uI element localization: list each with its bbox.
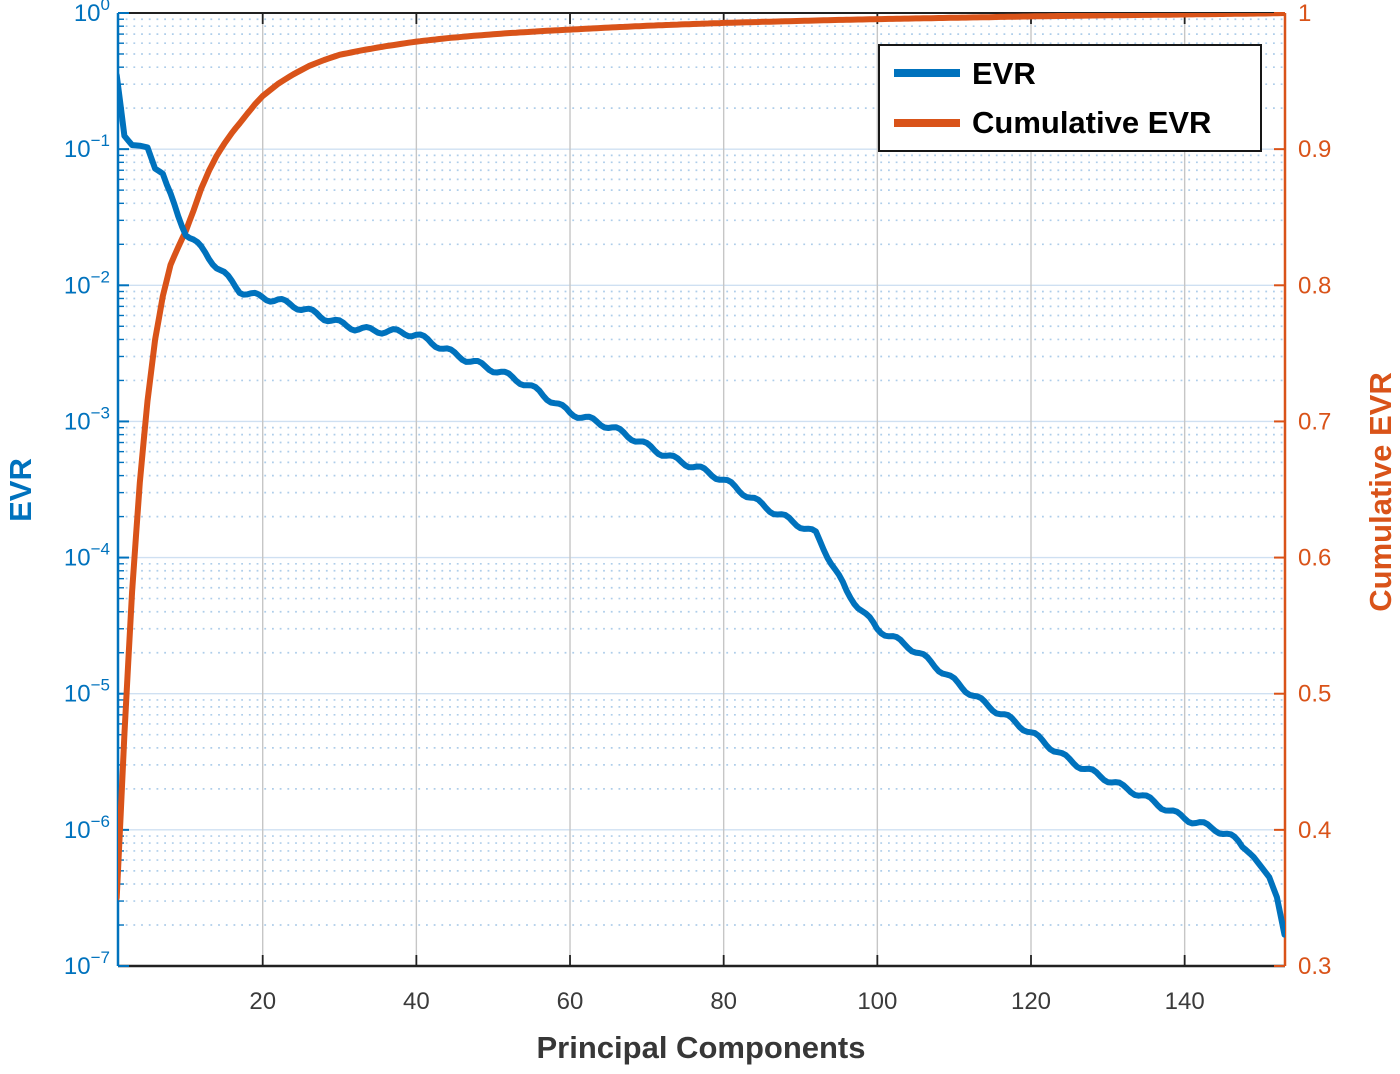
right-tick-label: 0.9 bbox=[1298, 136, 1331, 163]
left-y-axis-label: EVR bbox=[3, 458, 38, 522]
x-tick-label: 140 bbox=[1165, 988, 1205, 1015]
right-tick-label: 0.5 bbox=[1298, 681, 1331, 708]
legend-entry-evr: EVR bbox=[880, 51, 1260, 95]
right-tick-label: 0.8 bbox=[1298, 272, 1331, 299]
right-tick-label: 0.6 bbox=[1298, 545, 1331, 572]
x-tick-label: 80 bbox=[710, 988, 737, 1015]
x-axis-label: Principal Components bbox=[536, 1030, 866, 1065]
left-tick-label: 10−4 bbox=[64, 540, 110, 572]
legend-label-cumulative-evr: Cumulative EVR bbox=[972, 105, 1212, 141]
right-y-axis-label: Cumulative EVR bbox=[1363, 372, 1398, 612]
right-tick-label: 1 bbox=[1298, 0, 1311, 27]
left-tick-label: 10−3 bbox=[64, 403, 110, 435]
left-tick-label: 10−1 bbox=[64, 131, 110, 163]
left-tick-label: 10−5 bbox=[64, 676, 110, 708]
curves-layer bbox=[118, 13, 1285, 938]
tick-labels-layer: 20 40 60 80 100 120 140 100 10−1 10−2 10−3 10−4 10−5… bbox=[64, 0, 1331, 1015]
left-tick-label: 10−2 bbox=[64, 267, 110, 299]
axes-layer bbox=[116, 12, 1287, 968]
x-tick-label: 40 bbox=[403, 988, 430, 1015]
evr-line-swatch bbox=[894, 69, 960, 78]
grid-layer bbox=[118, 13, 1285, 966]
right-tick-label: 0.7 bbox=[1298, 408, 1331, 435]
right-tick-label: 0.3 bbox=[1298, 953, 1331, 980]
cumulative-evr-line bbox=[118, 13, 1285, 901]
x-tick-label: 60 bbox=[557, 988, 584, 1015]
legend-entry-cumulative-evr: Cumulative EVR bbox=[880, 101, 1260, 145]
x-tick-label: 100 bbox=[857, 988, 897, 1015]
evr-line bbox=[118, 72, 1285, 938]
legend-label-evr: EVR bbox=[972, 55, 1036, 91]
x-tick-label: 120 bbox=[1011, 988, 1051, 1015]
cumulative-evr-line-swatch bbox=[894, 118, 960, 127]
left-tick-label: 10−6 bbox=[64, 812, 110, 844]
legend: EVR Cumulative EVR bbox=[878, 44, 1262, 152]
x-tick-label: 20 bbox=[249, 988, 276, 1015]
left-tick-label: 10−7 bbox=[64, 948, 110, 980]
left-tick-label: 100 bbox=[74, 0, 110, 27]
right-tick-label: 0.4 bbox=[1298, 817, 1331, 844]
